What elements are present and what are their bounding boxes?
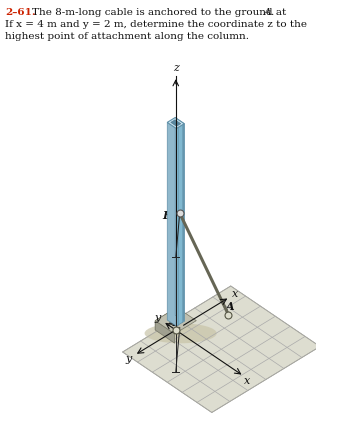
Text: If x = 4 m and y = 2 m, determine the coordinate z to the: If x = 4 m and y = 2 m, determine the co… [5,20,307,29]
Text: z: z [173,63,179,73]
Polygon shape [176,124,184,326]
Polygon shape [122,286,320,412]
Text: The 8-m-long cable is anchored to the ground at: The 8-m-long cable is anchored to the gr… [32,8,290,17]
Text: z: z [173,311,179,321]
Text: y: y [126,354,132,364]
Polygon shape [167,118,184,129]
Polygon shape [155,308,196,334]
Text: A: A [264,8,272,17]
Text: A: A [226,301,234,312]
Text: x: x [244,376,250,386]
Text: y: y [155,313,161,323]
Polygon shape [155,308,177,330]
Polygon shape [167,122,176,326]
Text: .: . [270,8,274,17]
Text: highest point of attachment along the column.: highest point of attachment along the co… [5,32,250,41]
Ellipse shape [145,323,217,344]
Text: 2–61.: 2–61. [5,8,36,17]
Polygon shape [171,120,181,126]
Polygon shape [155,321,175,343]
Text: B: B [163,210,172,221]
Text: x: x [232,289,238,299]
Polygon shape [175,118,184,321]
Text: A: A [168,316,177,327]
